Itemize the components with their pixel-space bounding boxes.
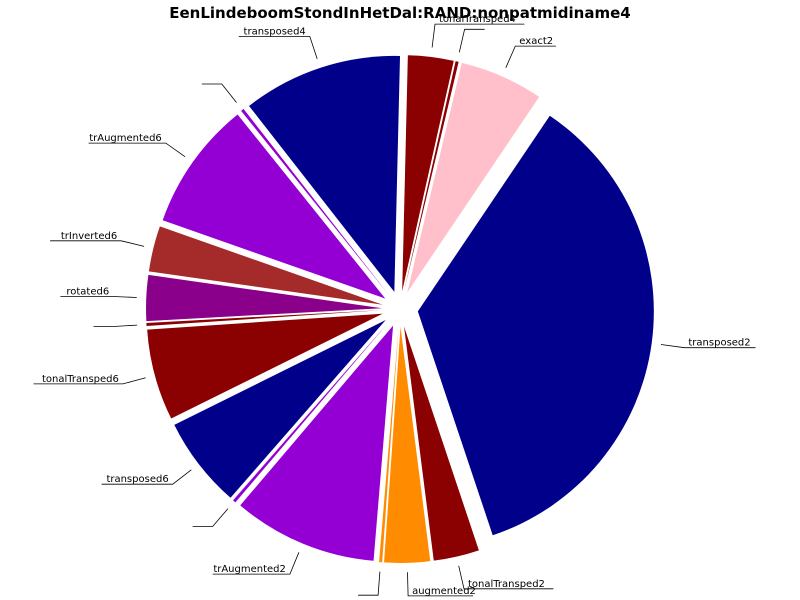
leader-line-traugmented2-4 <box>212 552 300 575</box>
pie-slice-unlabeled-3 <box>379 326 399 563</box>
leader-line-tonaltransped4-14 <box>431 23 525 48</box>
pie-slice-traugmented2-4 <box>240 325 394 561</box>
pie-slice-unlabeled-5 <box>233 322 389 503</box>
slice-label-tonaltransped2-1: tonalTransped2 <box>468 579 545 590</box>
slice-label-augmented2-2: augmented2 <box>412 586 476 597</box>
leader-line-unlabeled-3 <box>358 571 381 596</box>
leader-line-augmented2-2 <box>407 572 474 597</box>
leader-line-rotated6-9 <box>60 296 137 298</box>
leader-line-tonaltransped2-1 <box>458 565 554 590</box>
slice-label-traugmented2-4: trAugmented2 <box>213 564 286 575</box>
leader-line-trinverted6-10 <box>50 240 145 247</box>
slice-label-transposed6-6: transposed6 <box>106 474 168 485</box>
pie-slice-transposed2-0 <box>417 115 654 536</box>
slice-label-traugmented6-11: trAugmented6 <box>89 133 162 144</box>
slice-label-exact2-16: exact2 <box>519 36 553 47</box>
pie-slice-tonaltransped6-7 <box>147 313 383 419</box>
leader-line-transposed4-13 <box>238 36 318 60</box>
pie-slice-trinverted6-10 <box>148 226 383 305</box>
pie-slice-transposed6-6 <box>174 319 386 498</box>
pie-slice-augmented2-2 <box>384 326 431 563</box>
pie-slice-unlabeled-12 <box>241 108 389 295</box>
chart-title: EenLindeboomStondInHetDal:RAND:nonpatmid… <box>169 4 631 22</box>
slice-label-transposed2-0: transposed2 <box>688 338 750 349</box>
leader-line-unlabeled-15 <box>458 28 485 53</box>
leader-line-traugmented6-11 <box>88 142 186 158</box>
slice-label-rotated6-9: rotated6 <box>66 287 109 298</box>
slice-label-tonaltransped4-14: tonalTransped4 <box>439 14 516 25</box>
slice-label-trinverted6-10: trInverted6 <box>61 231 117 242</box>
pie-slice-exact2-16 <box>407 62 540 293</box>
leader-line-transposed2-0 <box>660 344 756 349</box>
pie-slice-rotated6-9 <box>146 274 383 322</box>
leader-line-unlabeled-8 <box>93 324 138 327</box>
slice-label-tonaltransped6-7: tonalTransped6 <box>42 374 119 385</box>
slice-label-transposed4-13: transposed4 <box>244 27 306 38</box>
leader-line-exact2-16 <box>505 45 556 68</box>
pie-slice-transposed4-13 <box>249 55 401 292</box>
leader-line-tonaltransped6-7 <box>33 377 146 385</box>
pie-slice-tonaltransped2-1 <box>404 326 479 561</box>
pie-slice-unlabeled-8 <box>146 310 383 327</box>
leader-line-unlabeled-12 <box>201 83 237 103</box>
leader-line-unlabeled-5 <box>192 508 229 527</box>
pie-slice-tonaltransped4-14 <box>402 55 454 292</box>
leader-line-transposed6-6 <box>101 469 192 485</box>
pie-slice-traugmented6-11 <box>162 114 386 299</box>
pie-slice-unlabeled-15 <box>404 61 459 292</box>
